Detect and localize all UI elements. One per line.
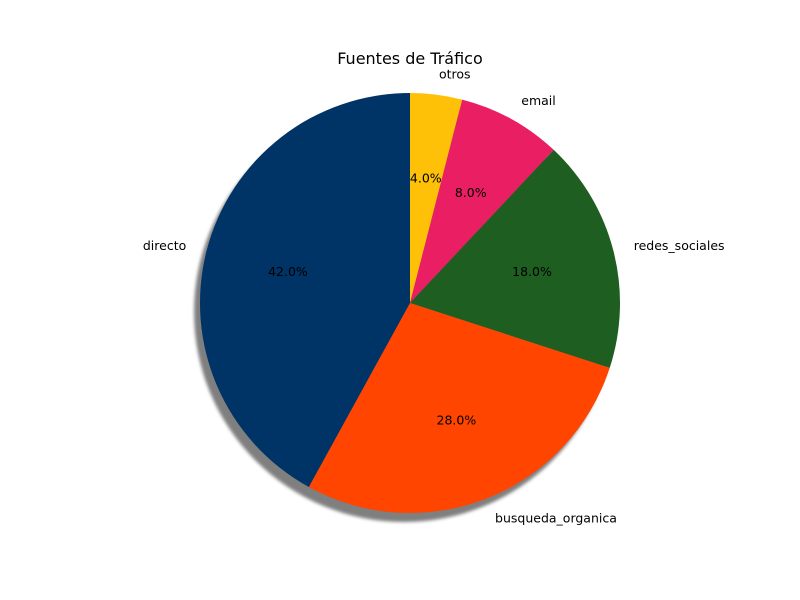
pie-slice-directo	[199, 93, 410, 488]
slice-percent-otros: 4.0%	[410, 170, 442, 185]
slice-label-busqueda-organica: busqueda_organica	[495, 510, 617, 525]
slice-percent-email: 8.0%	[455, 185, 487, 200]
slice-label-directo: directo	[143, 238, 186, 253]
pie-labels: otros 4.0% email 8.0% redes_sociales 18.0% bus…	[143, 66, 725, 525]
slice-label-redes-sociales: redes_sociales	[634, 238, 725, 253]
slice-label-email: email	[521, 93, 555, 108]
pie-slice-redes-sociales	[410, 149, 620, 368]
chart-title: Fuentes de Tráfico	[337, 49, 483, 68]
pie-slice-busqueda-organica	[308, 303, 610, 513]
slice-percent-busqueda-organica: 28.0%	[437, 413, 477, 428]
pie-slice-otros	[410, 93, 463, 303]
slice-percent-directo: 42.0%	[268, 264, 308, 279]
slice-label-otros: otros	[439, 66, 471, 81]
slice-percent-redes-sociales: 18.0%	[512, 264, 552, 279]
pie-slice-email	[410, 99, 554, 303]
pie-slices	[199, 93, 620, 513]
